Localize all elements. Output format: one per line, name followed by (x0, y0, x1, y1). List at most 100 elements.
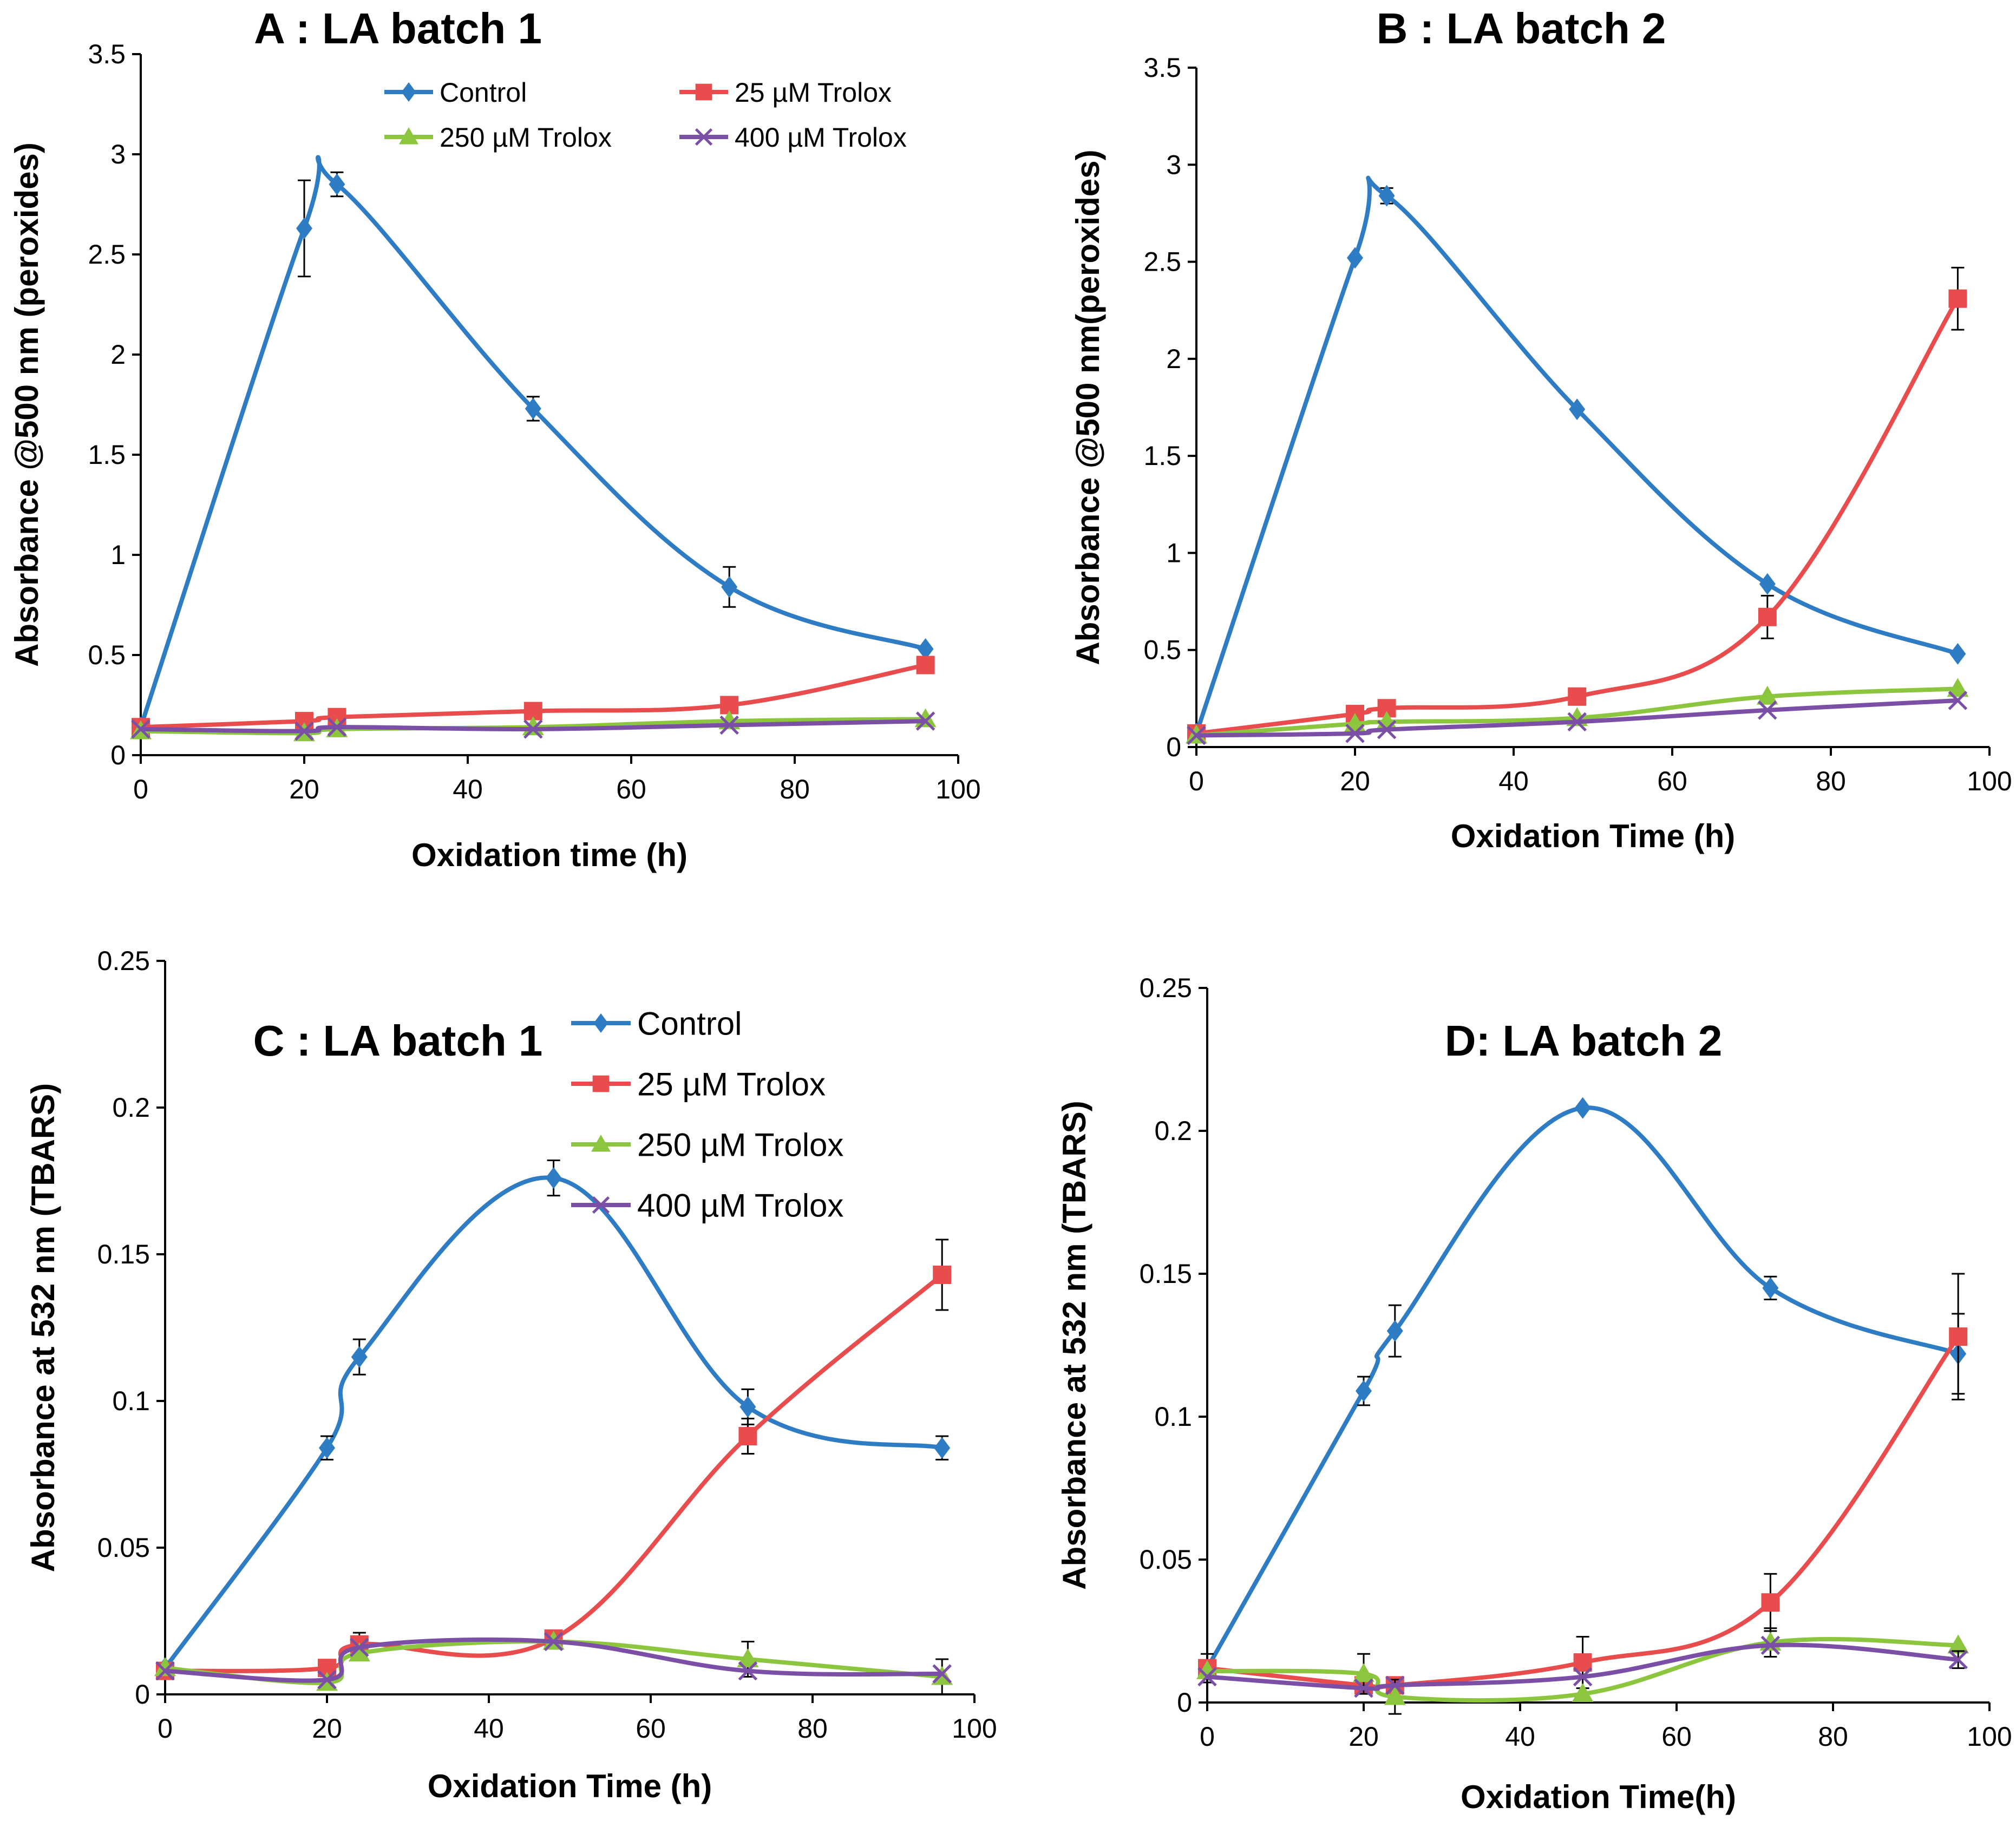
series-1 (132, 656, 935, 737)
series-line (163, 1637, 945, 1683)
data-point (1385, 1675, 1405, 1695)
data-point (351, 1346, 368, 1368)
y-axis-title: Absorbance @500 nm(peroxides) (1070, 149, 1106, 665)
legend-marker (592, 1075, 610, 1092)
legend-label: 25 µM Trolox (735, 77, 892, 108)
data-point (1756, 685, 1778, 705)
series-1 (156, 1239, 952, 1680)
data-point (932, 1664, 952, 1684)
y-tick-label: 0.5 (1143, 635, 1181, 665)
y-tick-label: 0 (1166, 732, 1181, 762)
x-tick-label: 0 (1200, 1721, 1215, 1752)
data-point (545, 1167, 562, 1189)
legend-marker (591, 1135, 611, 1152)
series-3 (1187, 691, 1968, 745)
x-tick-label: 100 (952, 1713, 997, 1744)
series-0 (157, 1160, 951, 1679)
y-tick-label: 0 (135, 1679, 150, 1710)
data-point (1354, 1678, 1373, 1698)
data-point (296, 217, 312, 239)
y-tick-label: 2.5 (88, 239, 126, 270)
series-0 (1188, 175, 1966, 744)
data-point (327, 717, 347, 737)
y-tick-label: 1.5 (1143, 441, 1181, 471)
x-tick-label: 20 (1340, 766, 1370, 796)
data-point (1572, 1683, 1594, 1702)
data-point (933, 1265, 952, 1284)
chart-title: B : LA batch 2 (1377, 4, 1666, 53)
data-point (1384, 1686, 1406, 1705)
data-point (1386, 1320, 1403, 1342)
x-tick-label: 100 (1967, 766, 2012, 796)
data-point (155, 1661, 175, 1681)
series-line (139, 155, 928, 730)
x-tick-label: 100 (935, 774, 980, 804)
x-tick-label: 80 (780, 774, 810, 804)
legend-label: Control (440, 77, 527, 108)
x-axis-title: Oxidation Time (h) (1451, 818, 1736, 854)
series-3 (155, 1632, 952, 1690)
x-tick-label: 60 (1661, 1721, 1692, 1752)
chart-3: 0 0.05 0.1 0.15 0.2 0.25 0 20 40 60 80 100 D: LA bat… (1056, 973, 2012, 1815)
chart-title: C : LA batch 1 (253, 1017, 543, 1065)
y-tick-label: 0.15 (97, 1239, 150, 1269)
data-point (544, 1632, 564, 1652)
legend-label: 250 µM Trolox (637, 1127, 843, 1163)
data-point (348, 1642, 370, 1662)
y-tick-label: 0.15 (1140, 1259, 1192, 1289)
y-tick-label: 3 (110, 139, 126, 169)
x-tick-label: 40 (1498, 766, 1529, 796)
y-tick-label: 3.5 (88, 39, 126, 69)
series-line (1205, 1334, 1961, 1691)
legend-item: Control (571, 1006, 742, 1042)
y-tick-label: 1 (1166, 538, 1181, 568)
data-point (294, 721, 314, 741)
data-point (1760, 1635, 1781, 1655)
x-tick-label: 100 (1967, 1721, 2012, 1752)
series-line (163, 1272, 945, 1673)
legend-label: 250 µM Trolox (440, 122, 612, 153)
series-line (139, 719, 928, 734)
data-point (1196, 1660, 1218, 1679)
x-tick-label: 20 (289, 774, 319, 804)
data-point (1759, 573, 1776, 595)
data-point (350, 1638, 369, 1658)
y-tick-label: 1 (110, 540, 126, 570)
y-tick-label: 2 (1166, 344, 1181, 374)
data-point (1761, 1593, 1780, 1612)
legend-marker (399, 127, 418, 145)
chart-title: D: LA batch 2 (1445, 1017, 1723, 1065)
data-point (1758, 700, 1777, 720)
legend-item: 250 µM Trolox (384, 122, 612, 153)
data-point (131, 719, 150, 739)
series-3 (1197, 1635, 1968, 1698)
y-tick-label: 0.05 (97, 1533, 150, 1563)
y-axis-title: Absorbance at 532 nm (TBARS) (25, 1083, 61, 1573)
y-tick-label: 3 (1166, 149, 1181, 180)
data-point (1569, 398, 1586, 421)
chart-title: A : LA batch 1 (254, 4, 542, 53)
data-point (523, 719, 543, 739)
y-tick-label: 1.5 (88, 440, 126, 470)
x-tick-label: 0 (133, 774, 148, 804)
data-point (1347, 247, 1363, 269)
data-point (329, 173, 345, 195)
series-line (163, 1639, 945, 1685)
data-point (1197, 1667, 1217, 1687)
x-tick-label: 40 (474, 1713, 504, 1744)
data-point (737, 1648, 759, 1667)
y-tick-label: 0.25 (1140, 973, 1192, 1003)
data-point (721, 576, 738, 598)
chart-1: 0 0.5 1 1.5 2 2.5 3 3.5 0 20 40 60 80 100 B : LA batch… (1070, 4, 2012, 854)
x-tick-label: 20 (1349, 1721, 1379, 1752)
series-line (1194, 296, 1960, 736)
data-point (1573, 1667, 1593, 1687)
y-tick-label: 0 (110, 740, 126, 770)
series-line (1205, 1636, 1961, 1703)
series-2 (1196, 1627, 1969, 1715)
legend: Control 25 µM Trolox 250 µM Trolox 400 µM T… (384, 77, 907, 153)
data-point (1356, 1380, 1372, 1402)
data-point (1377, 719, 1397, 739)
legend-label: 400 µM Trolox (637, 1188, 843, 1224)
